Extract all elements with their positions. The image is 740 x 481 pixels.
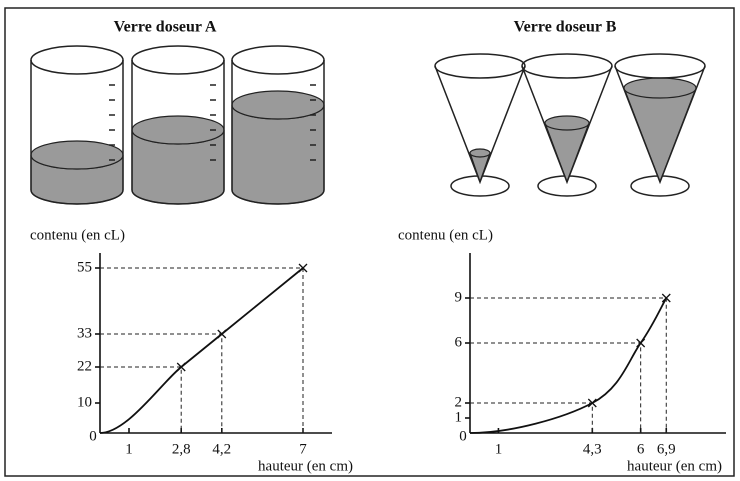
y-tick-label: 9 xyxy=(455,289,463,305)
point-marker xyxy=(637,339,645,347)
x-tick-label: 1 xyxy=(495,441,503,457)
y-axis-label: contenu (en cL) xyxy=(30,227,125,243)
y-tick-label: 22 xyxy=(77,358,92,374)
y-tick-label: 1 xyxy=(455,409,463,425)
x-tick-label: 0 xyxy=(459,428,467,444)
line xyxy=(100,268,303,433)
line xyxy=(470,298,666,433)
guide-line xyxy=(100,367,181,433)
x-tick-label: 1 xyxy=(125,441,133,457)
y-tick-label: 33 xyxy=(77,325,92,341)
x-tick-label: 6,9 xyxy=(657,441,676,457)
x-tick-label: 6 xyxy=(637,441,645,457)
chart-title: Verre doseur A xyxy=(114,19,217,36)
x-tick-label: 4,3 xyxy=(583,441,602,457)
x-tick-label: 4,2 xyxy=(212,441,231,457)
glasses-b xyxy=(435,54,705,196)
x-axis-label: hauteur (en cm) xyxy=(258,458,353,474)
guide-line xyxy=(470,403,592,433)
figure: Verre doseur A contenu (en cL) hauteur (en… xyxy=(0,0,740,481)
x-tick-label: 0 xyxy=(89,428,97,444)
y-tick-label: 10 xyxy=(77,394,92,410)
y-tick-label: 55 xyxy=(77,259,92,275)
guide-line xyxy=(470,343,641,433)
x-tick-label: 2,8 xyxy=(172,441,191,457)
y-tick-label: 6 xyxy=(455,334,463,350)
x-tick-label: 7 xyxy=(299,441,307,457)
y-axis-label: contenu (en cL) xyxy=(398,227,493,243)
chart-title: Verre doseur B xyxy=(514,19,617,36)
glasses-a xyxy=(31,46,324,204)
x-axis-label: hauteur (en cm) xyxy=(627,458,722,474)
y-tick-label: 2 xyxy=(455,394,463,410)
